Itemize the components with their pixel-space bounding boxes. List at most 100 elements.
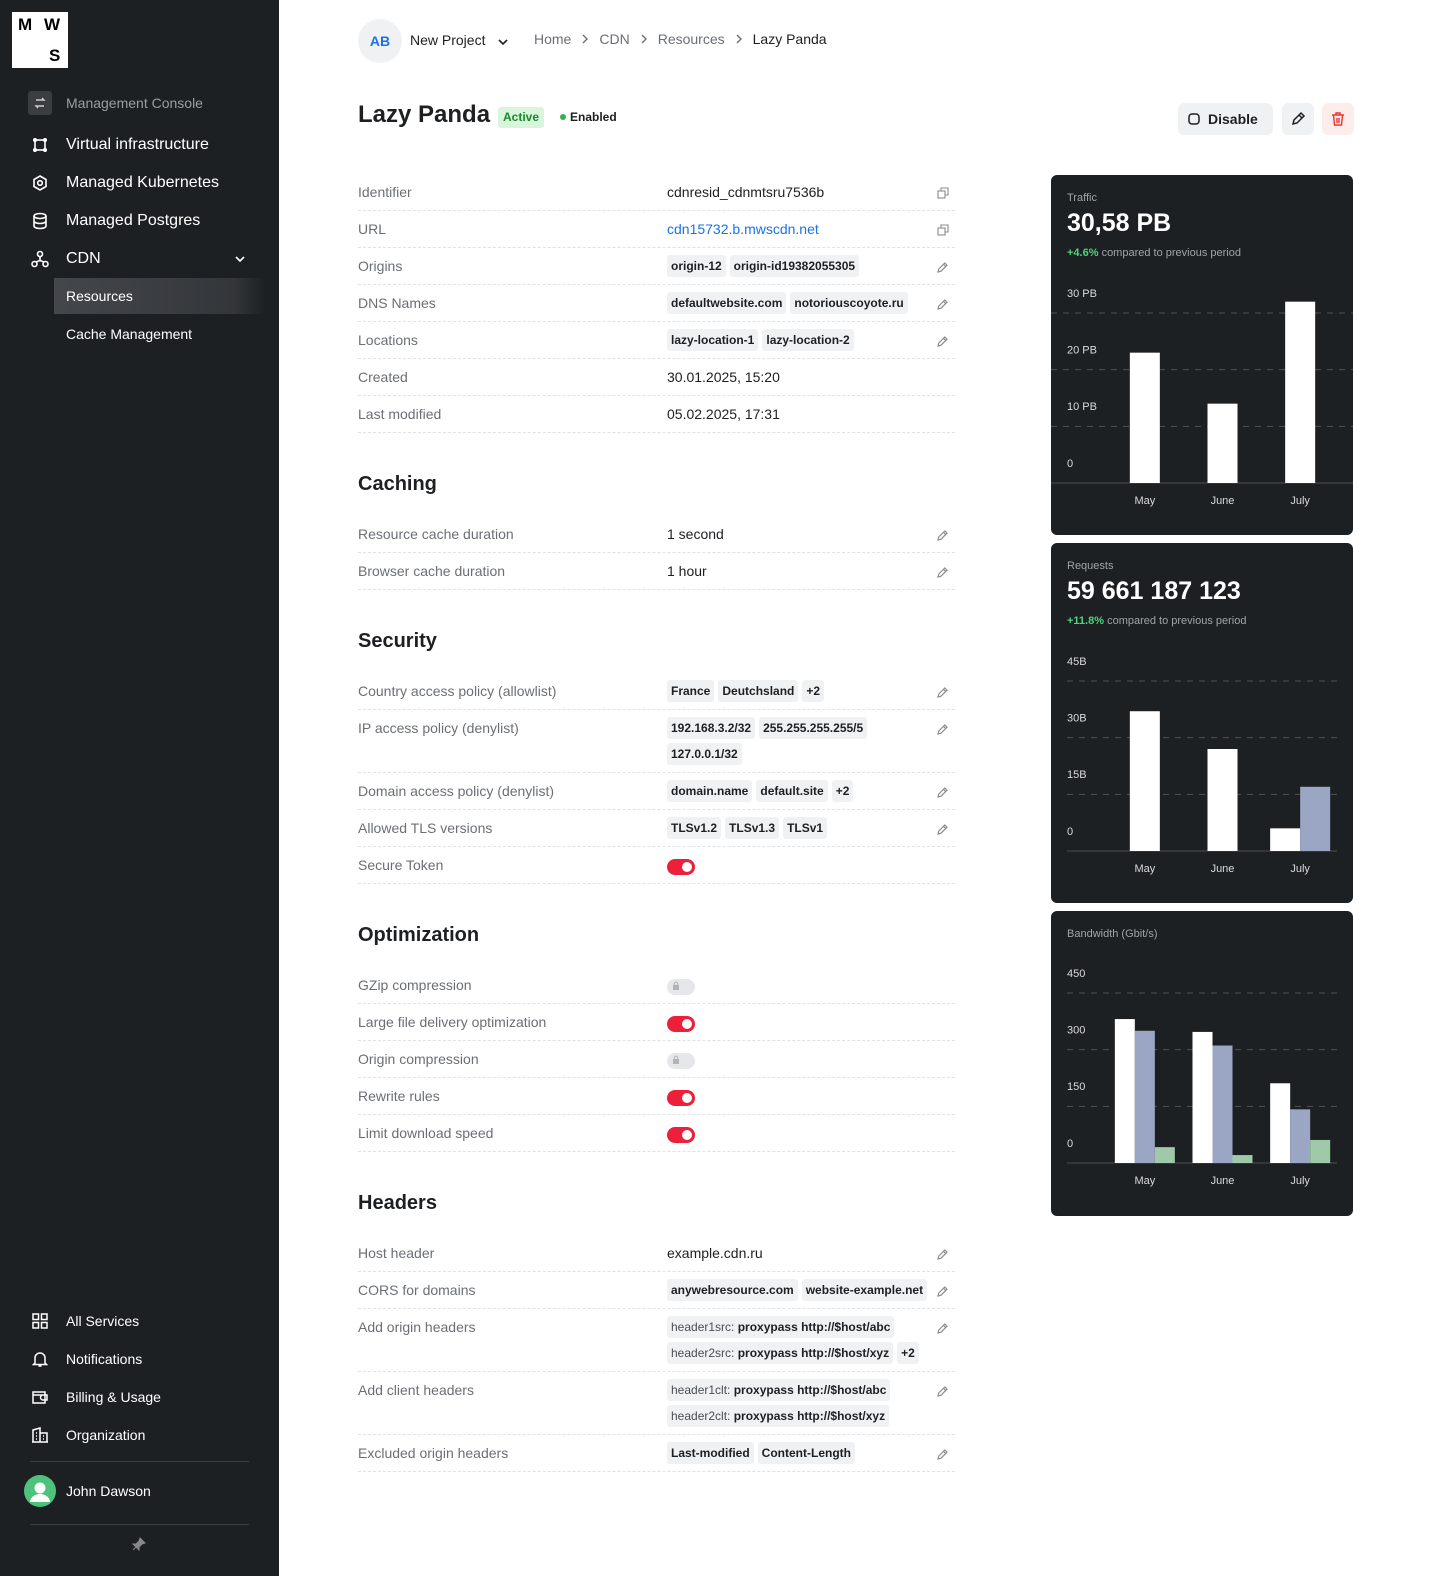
square	[937, 190, 946, 199]
pencil	[937, 1449, 948, 1460]
edit-icon[interactable]	[937, 723, 949, 735]
pencil	[937, 824, 948, 835]
change-value: +4.6%	[1067, 247, 1099, 259]
toggle[interactable]	[667, 1089, 695, 1106]
breadcrumb[interactable]: Resources	[657, 31, 725, 47]
user-name: John Dawson	[66, 1483, 151, 1499]
pencil	[937, 787, 948, 798]
detail-row: Rewrite rules	[358, 1078, 955, 1115]
edit-icon[interactable]	[937, 335, 949, 347]
edit-icon[interactable]	[937, 261, 949, 273]
row-label: DNS Names	[358, 295, 436, 311]
bar	[1154, 1147, 1175, 1163]
edit-icon[interactable]	[937, 566, 949, 578]
detail-row: Country access policy (allowlist) France D…	[358, 673, 955, 710]
detail-row: Allowed TLS versions TLSv1.2 TLSv1.3 TLSv1	[358, 810, 955, 847]
tag: anywebresource.com	[667, 1279, 798, 1301]
subnav-item[interactable]: Cache Management	[54, 316, 265, 352]
pencil	[937, 567, 948, 578]
project-avatar[interactable]: AB	[358, 19, 402, 63]
copy-icon[interactable]	[937, 224, 949, 236]
y-tick-label: 0	[1067, 826, 1073, 838]
edit-icon[interactable]	[937, 786, 949, 798]
tag: Content-Length	[757, 1442, 855, 1464]
tag: header2clt: proxypass http://$host/xyz	[667, 1405, 890, 1427]
breadcrumb: Lazy Panda	[752, 31, 827, 47]
pin-icon[interactable]	[132, 1537, 146, 1551]
delete-button[interactable]	[1322, 103, 1354, 135]
pencil	[937, 1249, 948, 1260]
detail-row: Large file delivery optimization	[358, 1004, 955, 1041]
row-value: France Deutchsland +2	[667, 680, 935, 702]
section-title: Caching	[358, 473, 437, 495]
breadcrumb[interactable]: CDN	[599, 31, 630, 47]
row-label: Limit download speed	[358, 1125, 494, 1141]
edit-icon[interactable]	[937, 1385, 949, 1397]
bottom-nav-item[interactable]: Billing & Usage	[0, 1382, 279, 1412]
edit-icon[interactable]	[937, 686, 949, 698]
row-label: Identifier	[358, 184, 412, 200]
bottom-nav-item[interactable]: All Services	[0, 1306, 279, 1336]
logo-letter: M	[18, 15, 33, 34]
tag-value: proxypass http://$host/abc	[737, 1320, 891, 1334]
tag: +2	[802, 680, 825, 702]
chart-change: +4.6% compared to previous period	[1067, 247, 1241, 259]
value-text: 1 second	[667, 526, 724, 542]
row-label: Browser cache duration	[358, 563, 506, 579]
value-link[interactable]: cdn15732.b.mwscdn.net	[667, 221, 819, 237]
user[interactable]: John Dawson	[0, 1475, 279, 1507]
edit-icon[interactable]	[937, 1248, 949, 1260]
section-title: Headers	[358, 1192, 437, 1214]
chevron	[235, 256, 245, 263]
delete-icon	[1332, 112, 1344, 126]
pencil	[937, 336, 948, 347]
edit-button[interactable]	[1282, 103, 1314, 135]
row-value	[667, 1048, 935, 1070]
edit-icon[interactable]	[937, 823, 949, 835]
nav-item[interactable]: Managed Postgres	[0, 206, 279, 236]
nav-icon	[31, 1352, 49, 1367]
logo[interactable]: M W S	[12, 12, 68, 68]
row-value: Last-modified Content-Length	[667, 1442, 935, 1464]
edit-icon[interactable]	[937, 1285, 949, 1297]
breadcrumb[interactable]: Home	[534, 31, 572, 47]
x-tick-label: June	[1211, 1175, 1235, 1187]
nav-label: Notifications	[66, 1351, 143, 1367]
detail-row: IP access policy (denylist) 192.168.3.2/3…	[358, 710, 955, 773]
copy-icon[interactable]	[937, 187, 949, 199]
disable-button[interactable]: Disable	[1178, 103, 1273, 135]
toggle[interactable]	[667, 1126, 695, 1143]
button-label: Disable	[1208, 111, 1258, 127]
edit-icon[interactable]	[937, 1322, 949, 1334]
x-tick-label: July	[1290, 1175, 1310, 1187]
lock	[673, 981, 679, 985]
row-label: Add origin headers	[358, 1319, 476, 1335]
nav-item[interactable]: CDN	[0, 244, 279, 274]
row-label: Allowed TLS versions	[358, 820, 493, 836]
bar	[1310, 1139, 1331, 1163]
project-chevron[interactable]	[496, 35, 510, 49]
project-name[interactable]: New Project	[410, 32, 486, 48]
edit-icon[interactable]	[937, 298, 949, 310]
nav-item[interactable]: Virtual infrastructure	[0, 130, 279, 160]
tag: default.site	[756, 780, 828, 802]
sidebar: M W S Management Console Virtual infrast…	[0, 0, 279, 1576]
console-switch[interactable]: Management Console	[0, 88, 279, 118]
edit-icon[interactable]	[937, 1448, 949, 1460]
bar	[1232, 1155, 1253, 1163]
value-text: 05.02.2025, 17:31	[667, 406, 780, 422]
bottom-nav-item[interactable]: Notifications	[0, 1344, 279, 1374]
toggle[interactable]	[667, 858, 695, 875]
chevron	[736, 34, 742, 44]
subnav-item[interactable]: Resources	[54, 278, 265, 314]
edit-icon[interactable]	[937, 529, 949, 541]
toggle[interactable]	[667, 1015, 695, 1032]
value-text: 30.01.2025, 15:20	[667, 369, 780, 385]
row-value	[667, 1085, 935, 1107]
bottom-nav-item[interactable]: Organization	[0, 1420, 279, 1450]
square	[940, 187, 949, 196]
row-value: header1src: proxypass http://$host/abc he…	[667, 1316, 935, 1364]
nav-item[interactable]: Managed Kubernetes	[0, 168, 279, 198]
